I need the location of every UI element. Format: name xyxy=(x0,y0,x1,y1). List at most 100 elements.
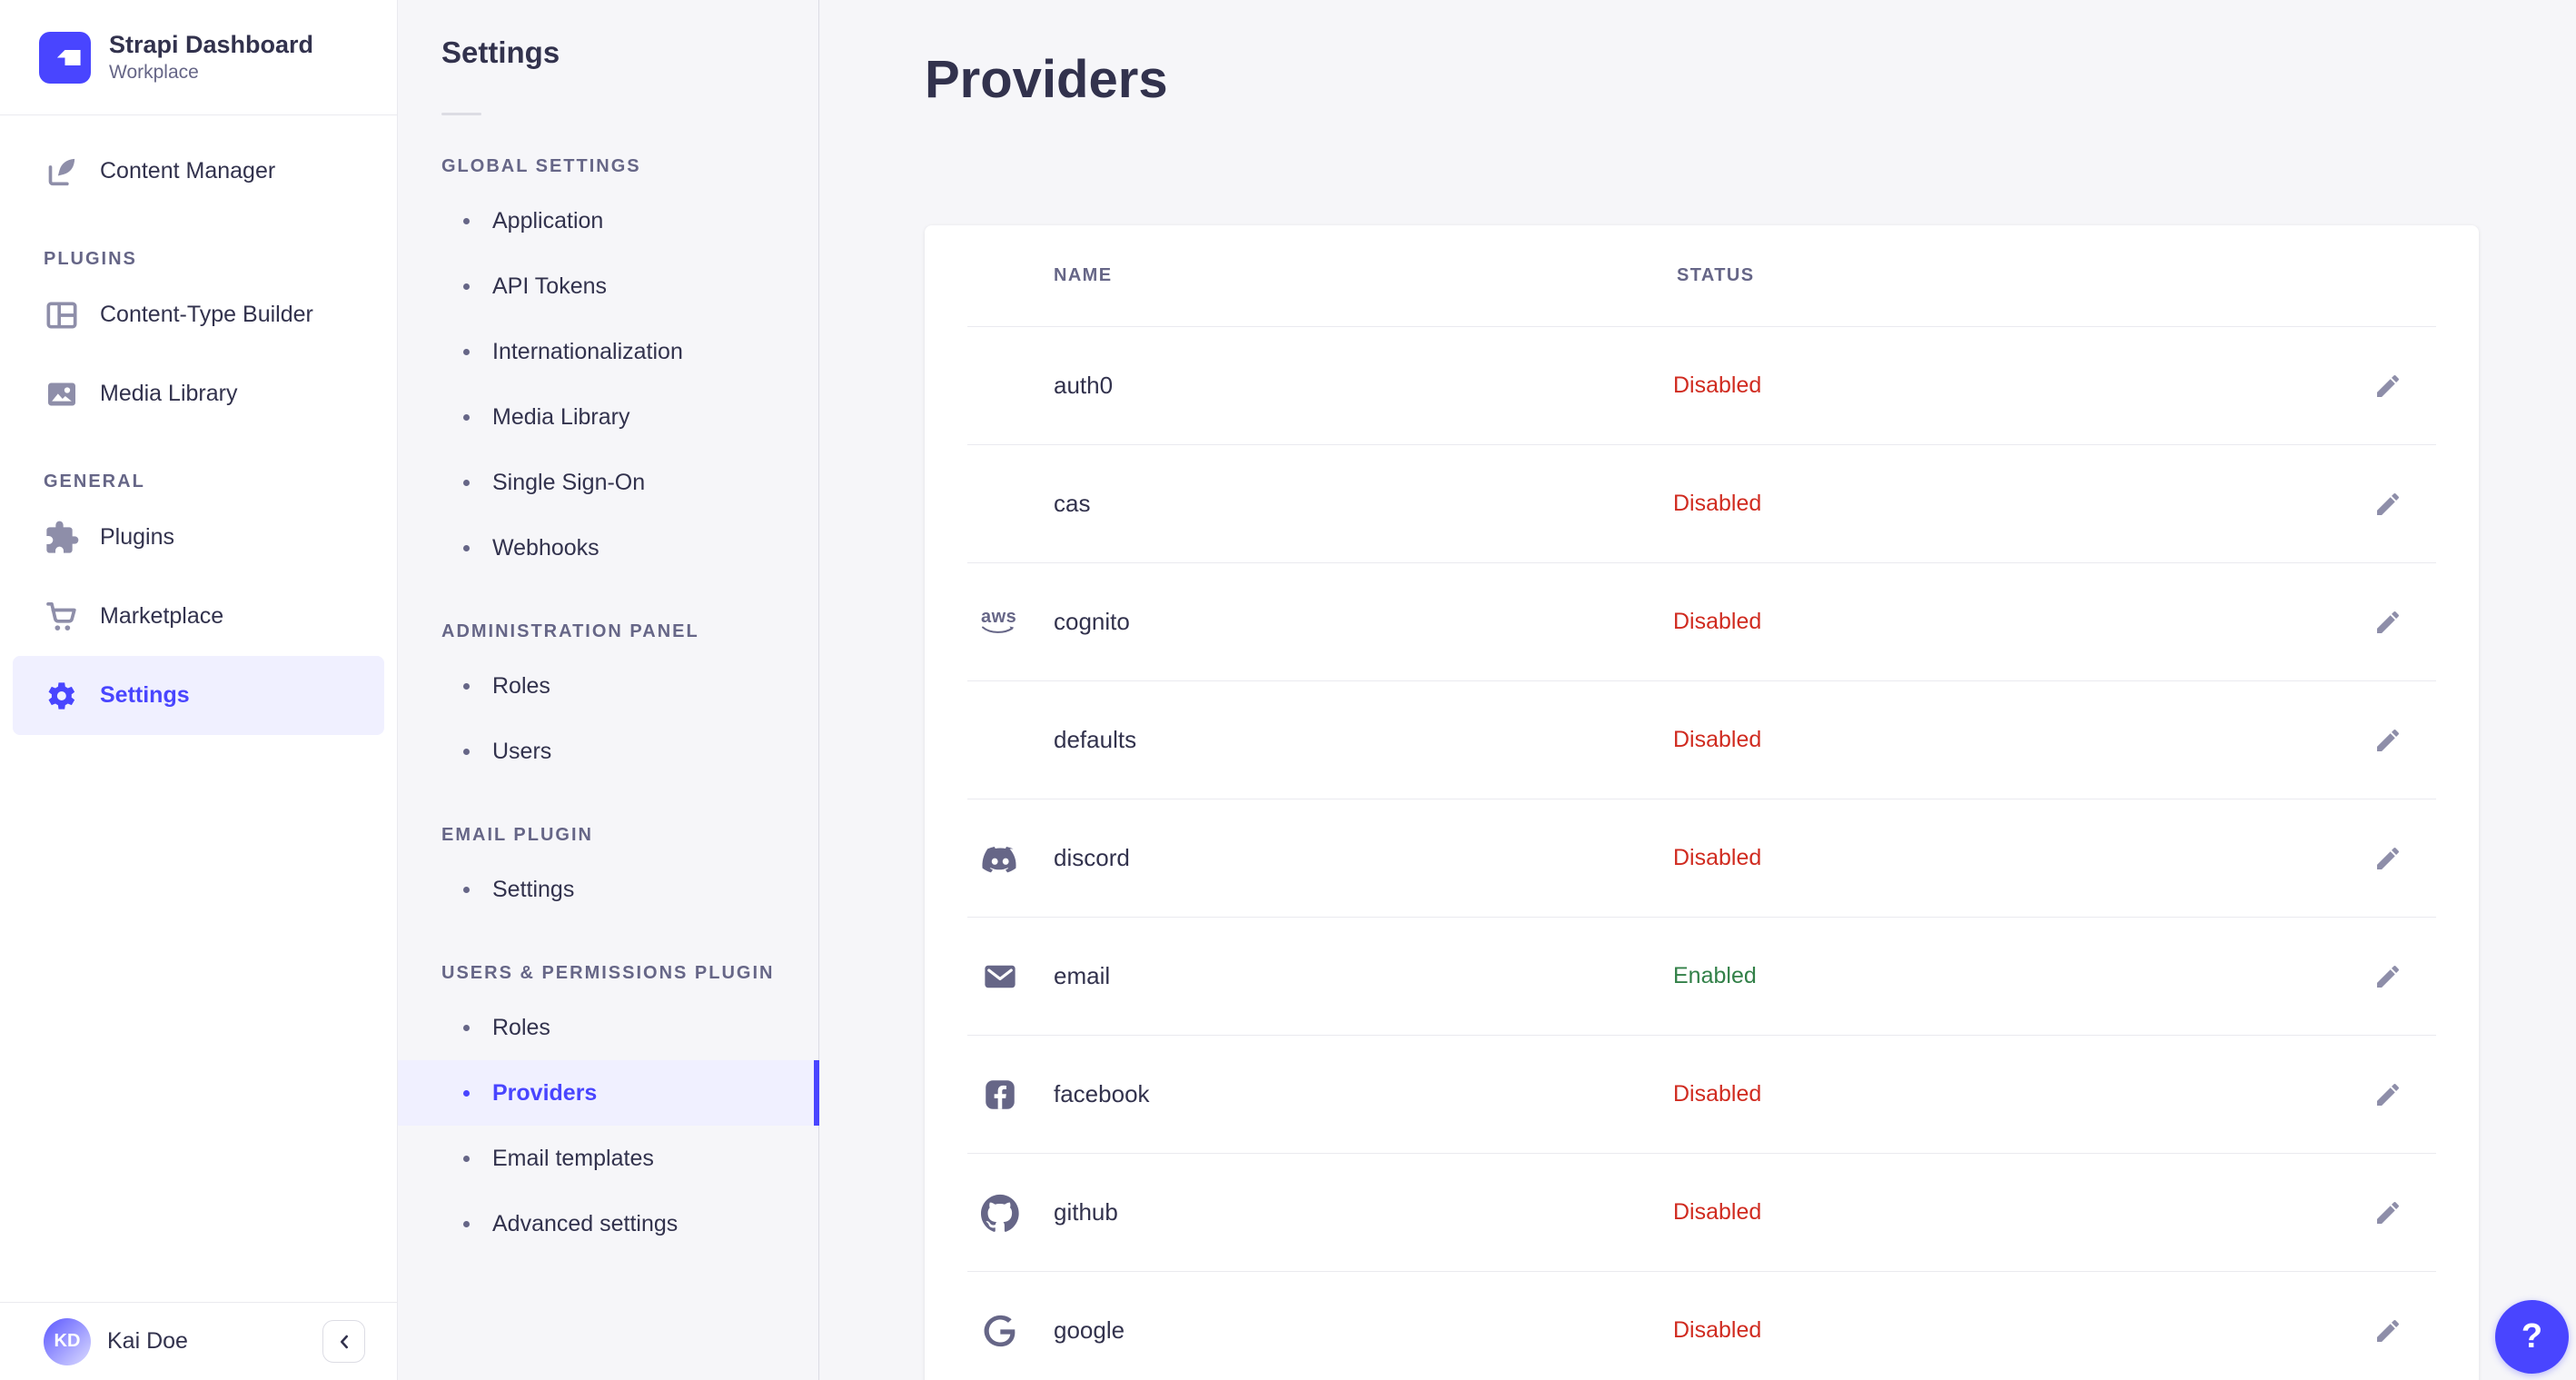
table-row: google Disabled xyxy=(967,1272,2436,1380)
table-row: defaults Disabled xyxy=(967,681,2436,799)
subnav-item-up-roles[interactable]: Roles xyxy=(398,995,818,1060)
edit-provider-button[interactable] xyxy=(2365,600,2411,645)
subnav-section-label: GLOBAL SETTINGS xyxy=(441,156,641,176)
shopping-cart-icon xyxy=(46,601,76,630)
status-badge: Disabled xyxy=(1673,1317,1762,1343)
pencil-icon xyxy=(2377,1201,2399,1224)
subnav-item-api-tokens[interactable]: API Tokens xyxy=(398,253,818,319)
settings-subnav: Settings GLOBAL SETTINGS Application API… xyxy=(398,0,819,1380)
sidebar-item-label: Content Manager xyxy=(100,158,276,184)
aws-icon: aws xyxy=(981,608,1025,636)
edit-provider-button[interactable] xyxy=(2365,1072,2411,1117)
table-header-row: NAME STATUS xyxy=(967,225,2436,327)
brand-text: Strapi Dashboard Workplace xyxy=(109,30,313,84)
user-name: Kai Doe xyxy=(107,1328,188,1354)
subnav-item-admin-users[interactable]: Users xyxy=(398,719,818,784)
avatar[interactable]: KD xyxy=(44,1317,91,1365)
subnav-item-webhooks[interactable]: Webhooks xyxy=(398,515,818,581)
provider-name: defaults xyxy=(1054,726,1137,753)
sidebar-section-general: GENERAL xyxy=(44,472,145,491)
discord-icon xyxy=(982,846,1016,872)
collapse-sidebar-button[interactable] xyxy=(322,1320,365,1363)
gear-icon xyxy=(48,681,75,710)
edit-provider-button[interactable] xyxy=(2365,718,2411,763)
provider-name: github xyxy=(1054,1198,1118,1226)
bullet-dot xyxy=(463,886,470,893)
sidebar-item-marketplace[interactable]: Marketplace xyxy=(13,577,384,656)
page-title: Providers xyxy=(925,50,1168,109)
pencil-icon xyxy=(2377,492,2399,515)
facebook-icon xyxy=(986,1079,1015,1109)
main-content: Providers NAME STATUS auth0 Disabled xyxy=(819,0,2576,1380)
provider-icon-slot: aws xyxy=(981,608,1054,636)
bullet-dot xyxy=(463,1024,470,1031)
google-icon xyxy=(984,1315,1016,1346)
subnav-item-email-templates[interactable]: Email templates xyxy=(398,1126,818,1191)
status-badge: Disabled xyxy=(1673,491,1762,516)
bullet-dot xyxy=(463,544,470,551)
provider-name: cas xyxy=(1054,490,1091,517)
subnav-item-media-library[interactable]: Media Library xyxy=(398,384,818,450)
edit-provider-button[interactable] xyxy=(2365,363,2411,409)
subnav-item-application[interactable]: Application xyxy=(398,188,818,253)
bullet-dot xyxy=(463,1155,470,1162)
active-indicator-bar xyxy=(814,1060,819,1126)
subnav-item-internationalization[interactable]: Internationalization xyxy=(398,319,818,384)
status-badge: Disabled xyxy=(1673,1199,1762,1225)
pencil-icon xyxy=(2377,729,2399,751)
sidebar-item-plugins[interactable]: Plugins xyxy=(13,498,384,577)
bullet-dot xyxy=(463,217,470,224)
provider-name: facebook xyxy=(1054,1080,1150,1107)
status-badge: Disabled xyxy=(1673,372,1762,398)
table-row: email Enabled xyxy=(967,918,2436,1036)
subnav-item-providers[interactable]: Providers xyxy=(398,1060,819,1126)
workspace-title: Strapi Dashboard xyxy=(109,31,314,58)
sidebar-item-label: Content-Type Builder xyxy=(100,302,313,327)
layout-grid-icon xyxy=(46,302,77,328)
subnav-item-advanced-settings[interactable]: Advanced settings xyxy=(398,1191,818,1256)
subnav-section-label: USERS & PERMISSIONS PLUGIN xyxy=(441,963,775,983)
subnav-item-single-sign-on[interactable]: Single Sign-On xyxy=(398,450,818,515)
column-header-status: STATUS xyxy=(1677,265,1755,285)
table-row: facebook Disabled xyxy=(967,1036,2436,1154)
status-badge: Disabled xyxy=(1673,609,1762,634)
edit-provider-button[interactable] xyxy=(2365,1308,2411,1354)
bullet-dot xyxy=(463,283,470,290)
sidebar-item-settings[interactable]: Settings xyxy=(13,656,384,735)
provider-name: google xyxy=(1054,1316,1125,1344)
edit-provider-button[interactable] xyxy=(2365,1190,2411,1236)
providers-table-card: NAME STATUS auth0 Disabled cas Disabled xyxy=(925,225,2479,1380)
edit-provider-button[interactable] xyxy=(2365,954,2411,999)
table-row: aws cognito Disabled xyxy=(967,563,2436,681)
provider-icon-slot xyxy=(981,958,1054,996)
bullet-dot xyxy=(463,479,470,486)
sidebar-item-label: Marketplace xyxy=(100,603,224,629)
bullet-dot xyxy=(463,1089,470,1097)
status-badge: Enabled xyxy=(1673,963,1757,988)
pencil-icon xyxy=(2377,847,2399,869)
bullet-dot xyxy=(463,682,470,690)
subnav-section-email-plugin: EMAIL PLUGIN Settings xyxy=(398,824,818,922)
help-button[interactable]: ? xyxy=(2495,1300,2569,1374)
github-icon xyxy=(981,1194,1019,1232)
subnav-item-admin-roles[interactable]: Roles xyxy=(398,653,818,719)
edit-provider-button[interactable] xyxy=(2365,482,2411,527)
sidebar-footer: KD Kai Doe xyxy=(0,1302,397,1380)
subnav-section-label: EMAIL PLUGIN xyxy=(441,825,593,845)
subnav-title: Settings xyxy=(441,35,560,69)
sidebar-item-media-library[interactable]: Media Library xyxy=(13,354,384,433)
bullet-dot xyxy=(463,748,470,755)
table-row: auth0 Disabled xyxy=(967,327,2436,445)
status-badge: Disabled xyxy=(1673,727,1762,752)
chevron-left-icon xyxy=(340,1335,348,1348)
subnav-item-email-settings[interactable]: Settings xyxy=(398,857,818,922)
sidebar-item-content-manager[interactable]: Content Manager xyxy=(13,132,384,211)
bullet-dot xyxy=(463,413,470,421)
sidebar-item-label: Media Library xyxy=(100,381,238,406)
sidebar-item-content-type-builder[interactable]: Content-Type Builder xyxy=(13,275,384,354)
subnav-section-label: ADMINISTRATION PANEL xyxy=(441,621,699,641)
status-badge: Disabled xyxy=(1673,845,1762,870)
edit-provider-button[interactable] xyxy=(2365,836,2411,881)
workspace-brand[interactable]: Strapi Dashboard Workplace xyxy=(0,0,397,115)
puzzle-icon xyxy=(46,521,79,553)
